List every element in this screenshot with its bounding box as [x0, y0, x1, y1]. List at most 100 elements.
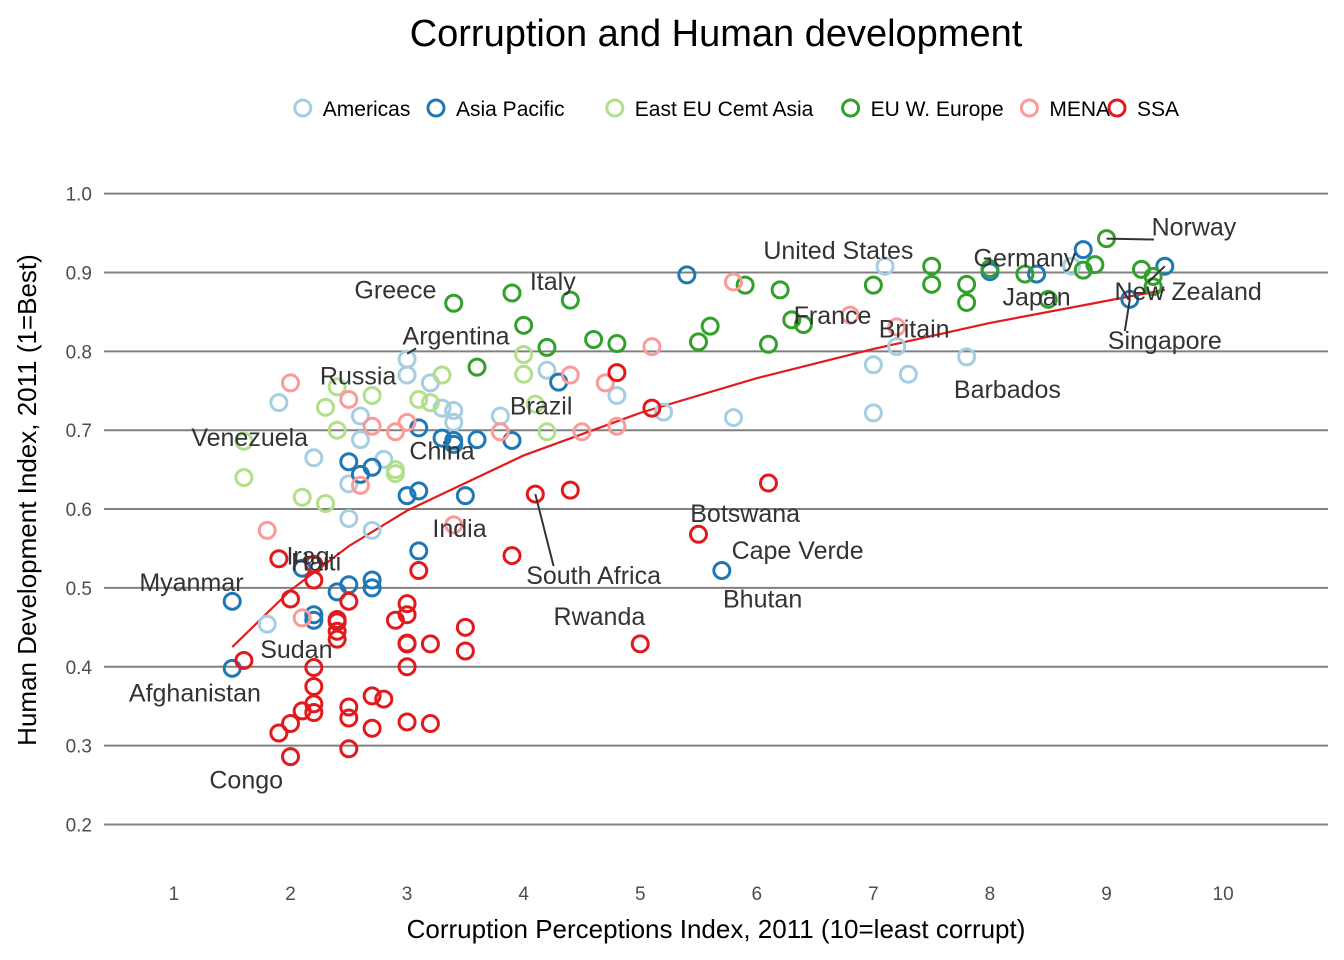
country-label: Rwanda	[554, 603, 646, 631]
data-point	[875, 256, 895, 276]
data-point	[397, 634, 417, 654]
data-point	[1073, 240, 1093, 260]
data-point	[560, 480, 580, 500]
data-point	[339, 708, 359, 728]
country-label: Japan	[1003, 284, 1071, 312]
data-point	[304, 702, 324, 722]
data-point	[397, 365, 417, 385]
legend-item: Americas	[293, 98, 411, 121]
legend-item: SSA	[1107, 98, 1179, 121]
data-point	[537, 337, 557, 357]
data-point	[397, 657, 417, 677]
country-label: Cape Verde	[732, 537, 864, 565]
data-point	[234, 431, 254, 451]
series-americas	[257, 256, 1082, 634]
data-point	[397, 412, 417, 432]
legend-label: Asia Pacific	[456, 98, 565, 121]
data-point	[327, 621, 347, 641]
data-point	[455, 641, 475, 661]
data-point	[1062, 256, 1082, 276]
x-tick-label: 2	[285, 884, 296, 905]
country-label: Congo	[209, 766, 283, 794]
data-point	[304, 554, 324, 574]
data-point	[339, 509, 359, 529]
x-tick-label: 6	[752, 884, 763, 905]
country-label: Barbados	[954, 376, 1061, 404]
data-point	[455, 486, 475, 506]
data-point	[432, 365, 452, 385]
data-point	[887, 317, 907, 337]
data-point	[957, 347, 977, 367]
data-point	[642, 337, 662, 357]
x-tick-label: 3	[402, 884, 413, 905]
x-axis-title: Corruption Perceptions Index, 2011 (10=l…	[407, 914, 1026, 944]
data-point	[980, 259, 1000, 279]
data-point	[444, 515, 464, 535]
trend-line	[231, 288, 1166, 648]
label-leader-line	[406, 347, 417, 355]
y-tick-label: 0.2	[66, 815, 92, 836]
data-point	[339, 739, 359, 759]
data-point	[467, 357, 487, 377]
data-point	[362, 686, 382, 706]
data-point	[444, 434, 464, 454]
legend-label: Americas	[323, 98, 411, 121]
country-label: Greece	[354, 277, 436, 305]
data-point	[257, 614, 277, 634]
data-point	[1085, 255, 1105, 275]
data-point	[887, 337, 907, 357]
data-point	[234, 650, 254, 670]
data-point	[234, 468, 254, 488]
data-point	[607, 416, 627, 436]
data-point	[281, 589, 301, 609]
data-point	[723, 408, 743, 428]
legend-key	[841, 98, 861, 118]
data-point	[350, 475, 370, 495]
data-point	[409, 541, 429, 561]
data-point	[514, 364, 534, 384]
data-point	[420, 373, 440, 393]
data-point	[863, 355, 883, 375]
data-point	[758, 334, 778, 354]
country-label: Sudan	[260, 636, 332, 664]
data-point	[537, 360, 557, 380]
country-label: Venezuela	[191, 424, 308, 452]
data-point	[793, 315, 813, 335]
country-label: Afghanistan	[129, 680, 261, 708]
y-axis-title: Human Development Index, 2011 (1=Best)	[12, 254, 42, 746]
data-point	[362, 718, 382, 738]
country-label: New Zealand	[1114, 278, 1261, 306]
chart-title: Corruption and Human development	[410, 13, 1023, 55]
data-point	[642, 398, 662, 418]
country-label: Russia	[320, 363, 397, 391]
data-point	[560, 365, 580, 385]
series-asia-pacific	[222, 240, 1175, 678]
y-tick-label: 0.8	[66, 342, 92, 363]
data-point	[327, 609, 347, 629]
legend-key	[293, 98, 313, 118]
x-tick-label: 10	[1213, 884, 1234, 905]
data-point	[572, 422, 592, 442]
country-label: India	[432, 515, 486, 543]
data-point	[595, 373, 615, 393]
y-tick-label: 0.3	[66, 737, 92, 758]
data-point	[723, 272, 743, 292]
country-label: Italy	[530, 268, 576, 296]
data-point	[957, 292, 977, 312]
country-label: Bhutan	[723, 586, 802, 614]
data-point	[922, 274, 942, 294]
data-point	[292, 487, 312, 507]
data-point	[455, 617, 475, 637]
data-point	[257, 520, 277, 540]
country-label: China	[409, 437, 474, 465]
data-point	[327, 420, 347, 440]
data-point	[782, 310, 802, 330]
data-point	[537, 422, 557, 442]
data-point	[444, 293, 464, 313]
data-point	[607, 386, 627, 406]
legend-item: Asia Pacific	[426, 98, 565, 121]
data-point	[315, 494, 335, 514]
data-point	[467, 430, 487, 450]
country-labels: Norway United States Germany New Zealand Jap…	[129, 214, 1262, 795]
